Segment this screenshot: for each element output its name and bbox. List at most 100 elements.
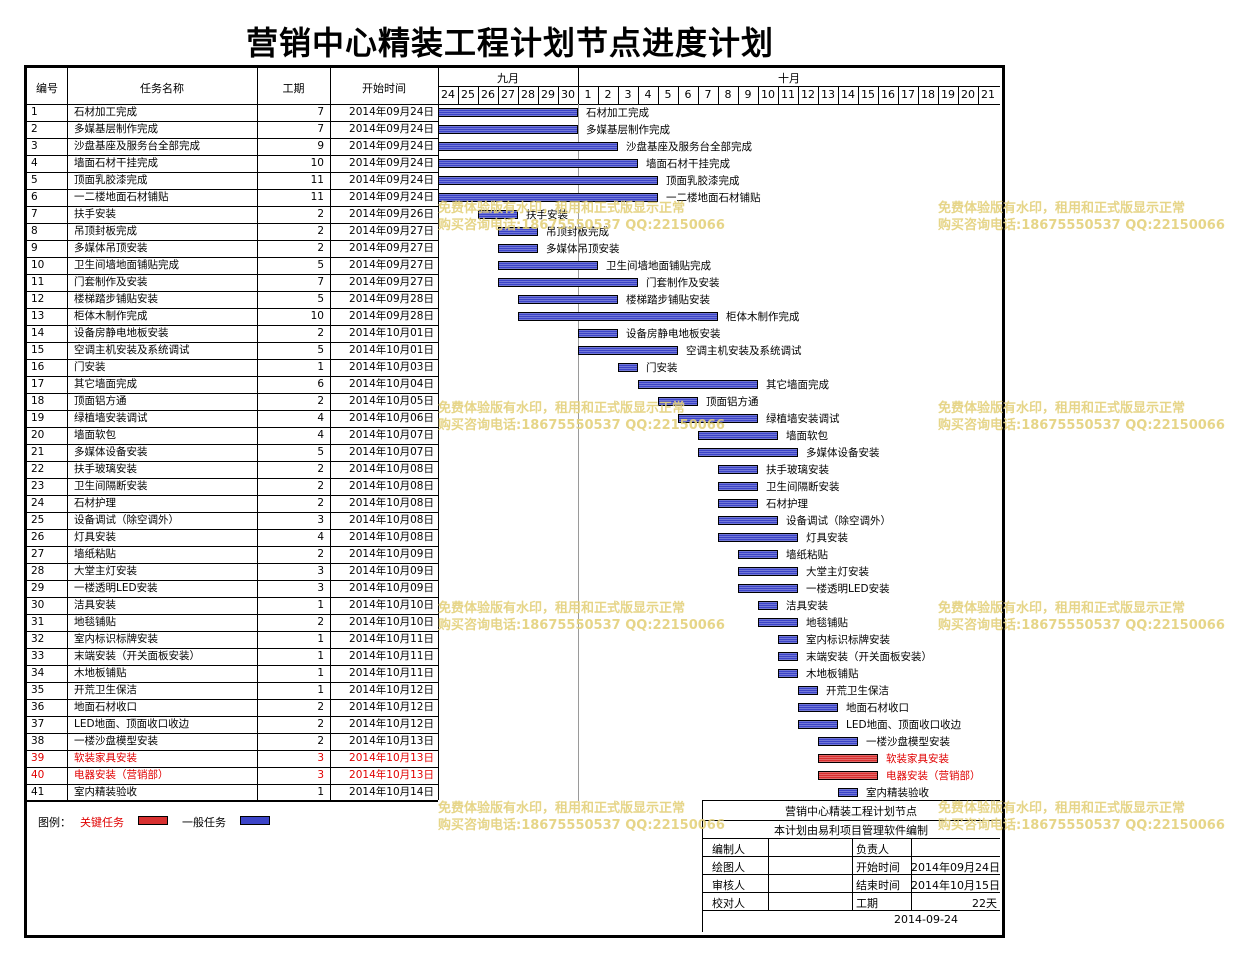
row-line <box>27 750 438 751</box>
task-bar <box>718 482 758 491</box>
day-divider <box>918 86 919 104</box>
day-divider <box>798 86 799 104</box>
row-line <box>27 580 438 581</box>
row-line <box>27 359 438 360</box>
task-name: 灯具安装 <box>74 531 116 543</box>
task-name: 顶面铝方通 <box>74 395 127 407</box>
task-id: 12 <box>31 293 45 305</box>
task-bar-label: 软装家具安装 <box>886 753 949 765</box>
row-line <box>27 529 438 530</box>
task-name: 软装家具安装 <box>74 752 137 764</box>
task-name: 扶手安装 <box>74 208 116 220</box>
task-bar <box>498 227 538 236</box>
task-duration: 4 <box>317 429 324 441</box>
task-start: 2014年09月28日 <box>349 293 434 305</box>
task-id: 3 <box>31 140 38 152</box>
title-block-software: 本计划由易利项目管理软件编制 <box>774 824 928 837</box>
title-block-col-line <box>852 838 853 910</box>
task-bar <box>738 584 798 593</box>
task-duration: 2 <box>317 616 324 628</box>
task-bar-label: 门安装 <box>646 362 678 374</box>
row-line <box>27 427 438 428</box>
title-block-line <box>702 820 1000 821</box>
task-duration: 11 <box>310 191 324 203</box>
task-bar <box>758 618 798 627</box>
task-duration: 1 <box>317 633 324 645</box>
task-id: 18 <box>31 395 45 407</box>
task-id: 5 <box>31 174 38 186</box>
day-label: 10 <box>761 88 775 101</box>
day-divider <box>518 86 519 104</box>
task-start: 2014年09月24日 <box>349 191 434 203</box>
day-label: 26 <box>481 88 495 101</box>
task-duration: 7 <box>317 106 324 118</box>
task-name: 墙面软包 <box>74 429 116 441</box>
task-duration: 1 <box>317 650 324 662</box>
day-divider <box>678 86 679 104</box>
task-bar <box>718 465 758 474</box>
task-duration: 3 <box>317 565 324 577</box>
day-divider <box>818 86 819 104</box>
title-block-col-line <box>768 838 769 910</box>
task-name: 空调主机安装及系统调试 <box>74 344 190 356</box>
task-duration: 7 <box>317 123 324 135</box>
row-line <box>27 240 438 241</box>
task-name: 电器安装（营销部） <box>74 769 169 781</box>
header-id: 编号 <box>36 82 58 95</box>
task-bar-label: 扶手安装 <box>526 209 568 221</box>
task-start: 2014年10月08日 <box>349 480 434 492</box>
task-name: 开荒卫生保洁 <box>74 684 137 696</box>
task-bar-label: 开荒卫生保洁 <box>826 685 889 697</box>
day-label: 24 <box>441 88 455 101</box>
row-line <box>27 172 438 173</box>
task-duration: 10 <box>310 310 324 322</box>
task-start: 2014年10月08日 <box>349 463 434 475</box>
task-bar-label: 石材护理 <box>766 498 808 510</box>
task-id: 24 <box>31 497 45 509</box>
column-divider <box>67 68 68 801</box>
task-duration: 2 <box>317 497 324 509</box>
row-line <box>27 461 438 462</box>
task-duration: 2 <box>317 735 324 747</box>
row-line <box>27 189 438 190</box>
task-start: 2014年10月06日 <box>349 412 434 424</box>
task-start: 2014年09月27日 <box>349 276 434 288</box>
day-label: 1 <box>584 88 592 101</box>
header-duration: 工期 <box>282 82 305 95</box>
task-bar-label: 楼梯踏步铺贴安装 <box>626 294 710 306</box>
task-start: 2014年10月12日 <box>349 684 434 696</box>
title-block-line <box>702 838 1000 839</box>
task-name: 设备调试（除空调外） <box>74 514 179 526</box>
day-divider <box>878 86 879 104</box>
task-duration: 6 <box>317 378 324 390</box>
row-line <box>27 223 438 224</box>
task-start: 2014年10月04日 <box>349 378 434 390</box>
task-bar-label: 沙盘基座及服务台全部完成 <box>626 141 752 153</box>
title-block-project: 营销中心精装工程计划节点 <box>785 805 917 818</box>
task-bar-label: 木地板铺贴 <box>806 668 859 680</box>
task-bar <box>738 550 778 559</box>
task-start: 2014年09月28日 <box>349 310 434 322</box>
task-duration: 2 <box>317 395 324 407</box>
task-duration: 2 <box>317 208 324 220</box>
task-id: 14 <box>31 327 45 339</box>
task-duration: 2 <box>317 242 324 254</box>
task-id: 28 <box>31 565 45 577</box>
gantt-frame <box>24 65 1005 938</box>
day-label: 30 <box>561 88 575 101</box>
day-divider <box>978 86 979 104</box>
row-line <box>27 733 438 734</box>
title-block-date: 2014-09-24 <box>894 913 958 926</box>
task-name: 顶面乳胶漆完成 <box>74 174 148 186</box>
task-duration: 2 <box>317 463 324 475</box>
task-bar-label: 墙面软包 <box>786 430 828 442</box>
title-block-line <box>702 856 1000 857</box>
task-bar-label: 空调主机安装及系统调试 <box>686 345 802 357</box>
task-start: 2014年10月07日 <box>349 446 434 458</box>
row-line <box>27 274 438 275</box>
day-label: 8 <box>724 88 732 101</box>
task-start: 2014年09月24日 <box>349 123 434 135</box>
title-block-line <box>702 874 1000 875</box>
task-id: 9 <box>31 242 38 254</box>
task-start: 2014年10月05日 <box>349 395 434 407</box>
